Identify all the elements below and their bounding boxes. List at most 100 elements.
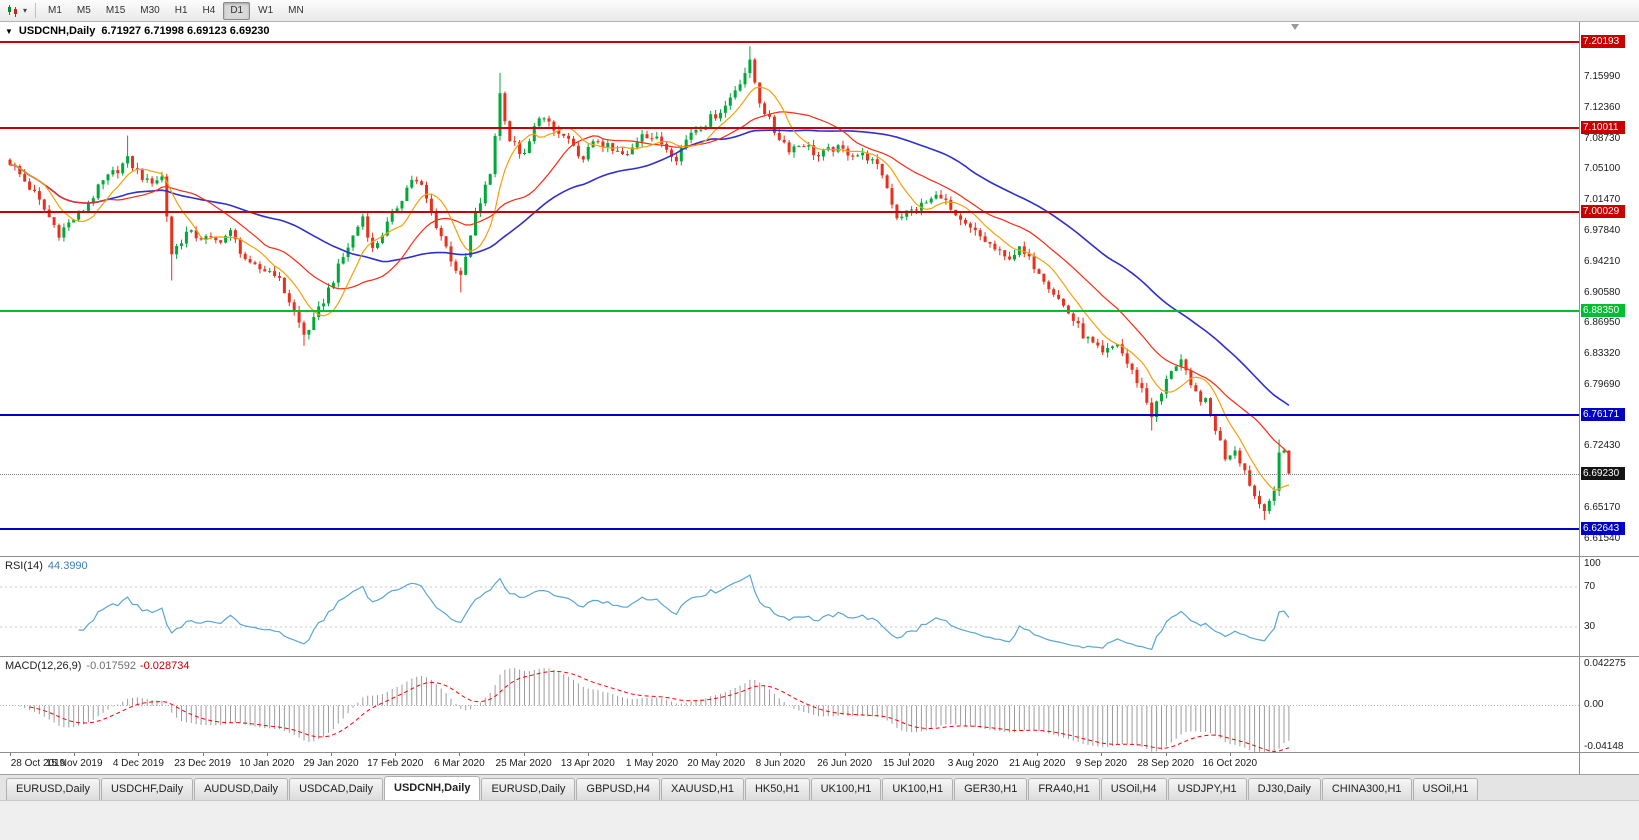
chart-type-icon[interactable] [5, 3, 23, 19]
date-tick [202, 753, 204, 756]
price-chart-plot[interactable]: ▼ USDCNH,Daily 6.71927 6.71998 6.69123 6… [0, 22, 1579, 556]
macd-signal-value: -0.028734 [139, 660, 190, 672]
price-level-line-6.88350[interactable] [0, 310, 1579, 313]
rsi-tick-70: 70 [1584, 581, 1596, 592]
chart-tab-usdcnh-daily[interactable]: USDCNH,Daily [384, 776, 481, 800]
date-tick [587, 753, 589, 756]
chart-tab-usoil-h1[interactable]: USOil,H1 [1412, 778, 1479, 800]
price-level-line-6.76171[interactable] [0, 413, 1579, 416]
macd-panel: MACD(12,26,9) -0.017592 -0.028734 0.042275… [0, 656, 1639, 752]
date-tick [266, 753, 268, 756]
chart-tab-eurusd-daily[interactable]: EURUSD,Daily [481, 778, 576, 800]
dropdown-caret-icon[interactable]: ▾ [23, 6, 28, 15]
date-label-6-mar-2020: 6 Mar 2020 [434, 758, 485, 769]
timeframe-toolbar: ▾ M1 M5 M15 M30 H1 H4 D1 W1 MN [0, 0, 1639, 22]
price-tick-6.90580: 6.90580 [1584, 286, 1621, 298]
price-level-line-7.10011[interactable] [0, 126, 1579, 129]
chart-tab-usdcad-daily[interactable]: USDCAD,Daily [289, 778, 384, 800]
price-axis[interactable]: 7.15990 7.12360 7.08730 7.05100 7.01470 6.978… [1579, 22, 1639, 556]
chart-tab-bar: EURUSD,Daily USDCHF,Daily AUDUSD,Daily USDC… [0, 774, 1639, 800]
candlestick-chart [8, 46, 1291, 520]
price-tick-6.65170: 6.65170 [1584, 501, 1621, 513]
price-level-label-6.76171: 6.76171 [1581, 407, 1625, 421]
rsi-value: 44.3990 [47, 560, 88, 572]
chart-tab-usoil-h4[interactable]: USOil,H4 [1100, 778, 1167, 800]
rsi-name: RSI(14) [5, 560, 43, 572]
timeframe-button-d1[interactable]: D1 [223, 1, 251, 20]
date-label-21-aug-2020: 21 Aug 2020 [1009, 758, 1066, 769]
timeframe-buttons: M1 M5 M15 M30 H1 H4 D1 W1 MN [41, 1, 312, 20]
macd-axis[interactable]: 0.042275 0.00 -0.04148 [1579, 657, 1639, 752]
macd-value: -0.017592 [86, 660, 136, 672]
rsi-label: RSI(14) 44.3990 [5, 560, 88, 572]
chart-tab-ger30-h1[interactable]: GER30,H1 [954, 778, 1028, 800]
rsi-chart [0, 574, 1579, 651]
chart-tab-gbpusd-h4[interactable]: GBPUSD,H4 [576, 778, 660, 800]
rsi-tick-100: 100 [1584, 558, 1601, 569]
date-label-9-sep-2020: 9 Sep 2020 [1075, 758, 1127, 769]
current-price-label: 6.69230 [1581, 466, 1625, 480]
rsi-plot[interactable]: RSI(14) 44.3990 [0, 557, 1579, 656]
price-tick-7.01470: 7.01470 [1584, 194, 1621, 206]
chart-tab-eurusd-daily[interactable]: EURUSD,Daily [6, 778, 100, 800]
timeframe-button-m5[interactable]: M5 [76, 5, 91, 16]
chart-tab-usdchf-daily[interactable]: USDCHF,Daily [100, 778, 194, 800]
chart-symbol: USDCNH,Daily [18, 25, 96, 37]
price-level-line-6.62643[interactable] [0, 528, 1579, 531]
chart-tab-fra40-h1[interactable]: FRA40,H1 [1028, 778, 1100, 800]
date-axis[interactable]: 28 Oct 2019 15 Nov 2019 4 Dec 2019 23 Dec 2… [0, 752, 1639, 774]
date-label-4-dec-2019: 4 Dec 2019 [112, 758, 164, 769]
date-label-23-dec-2019: 23 Dec 2019 [174, 758, 231, 769]
date-label-8-jun-2020: 8 Jun 2020 [755, 758, 806, 769]
status-strip [0, 800, 1639, 840]
timeframe-button-mn[interactable]: MN [288, 5, 304, 16]
timeframe-button-h1[interactable]: H1 [174, 5, 188, 16]
rsi-tick-30: 30 [1584, 621, 1596, 632]
date-label-13-apr-2020: 13 Apr 2020 [560, 758, 615, 769]
macd-tick--0.04148: -0.04148 [1584, 741, 1624, 752]
date-tick [1229, 753, 1231, 756]
chart-tab-dj30-daily[interactable]: DJ30,Daily [1247, 778, 1321, 800]
price-level-line-7.20193[interactable] [0, 40, 1579, 43]
date-tick [331, 753, 332, 756]
price-tick-6.61540: 6.61540 [1584, 532, 1621, 544]
price-level-line-7.00029[interactable] [0, 211, 1579, 214]
date-label-3-aug-2020: 3 Aug 2020 [947, 758, 999, 769]
date-label-16-oct-2020: 16 Oct 2020 [1202, 758, 1258, 769]
toolbar-separator [35, 3, 37, 18]
chart-tab-hk50-h1[interactable]: HK50,H1 [744, 778, 810, 800]
chart-shift-marker[interactable] [1291, 24, 1299, 30]
date-tick [1165, 753, 1167, 756]
date-label-28-oct-2019: 28 Oct 2019 [10, 758, 66, 769]
chart-tab-uk100-h1[interactable]: UK100,H1 [882, 778, 954, 800]
date-label-28-sep-2020: 28 Sep 2020 [1137, 758, 1194, 769]
price-tick-6.94210: 6.94210 [1584, 255, 1621, 267]
date-tick [459, 753, 461, 756]
chart-ohlc: 6.71927 6.71998 6.69123 6.69230 [101, 25, 270, 37]
timeframe-button-m15[interactable]: M15 [105, 5, 126, 16]
date-tick [1037, 753, 1039, 756]
date-tick [844, 753, 846, 756]
date-tick [780, 753, 782, 756]
price-level-label-6.88350: 6.88350 [1581, 304, 1625, 318]
chart-tab-china300-h1[interactable]: CHINA300,H1 [1321, 778, 1412, 800]
timeframe-button-w1[interactable]: W1 [258, 5, 274, 16]
macd-name: MACD(12,26,9) [5, 660, 82, 672]
chart-tab-audusd-daily[interactable]: AUDUSD,Daily [194, 778, 289, 800]
chart-tab-xauusd-h1[interactable]: XAUUSD,H1 [660, 778, 744, 800]
chart-tab-uk100-h1[interactable]: UK100,H1 [810, 778, 882, 800]
collapse-icon[interactable]: ▼ [5, 26, 13, 36]
rsi-axis[interactable]: 100 70 30 [1579, 557, 1639, 656]
macd-tick-0.042275: 0.042275 [1584, 658, 1626, 669]
price-chart-panel: ▼ USDCNH,Daily 6.71927 6.71998 6.69123 6… [0, 22, 1639, 556]
date-label-17-feb-2020: 17 Feb 2020 [367, 758, 424, 769]
macd-plot[interactable]: MACD(12,26,9) -0.017592 -0.028734 [0, 657, 1579, 752]
timeframe-button-m30[interactable]: M30 [140, 5, 160, 16]
price-tick-6.86950: 6.86950 [1584, 317, 1621, 329]
chart-tab-usdjpy-h1[interactable]: USDJPY,H1 [1167, 778, 1247, 800]
timeframe-button-h4[interactable]: H4 [202, 5, 216, 16]
date-tick [716, 753, 718, 756]
date-tick [138, 753, 140, 756]
timeframe-button-m1[interactable]: M1 [48, 5, 62, 16]
